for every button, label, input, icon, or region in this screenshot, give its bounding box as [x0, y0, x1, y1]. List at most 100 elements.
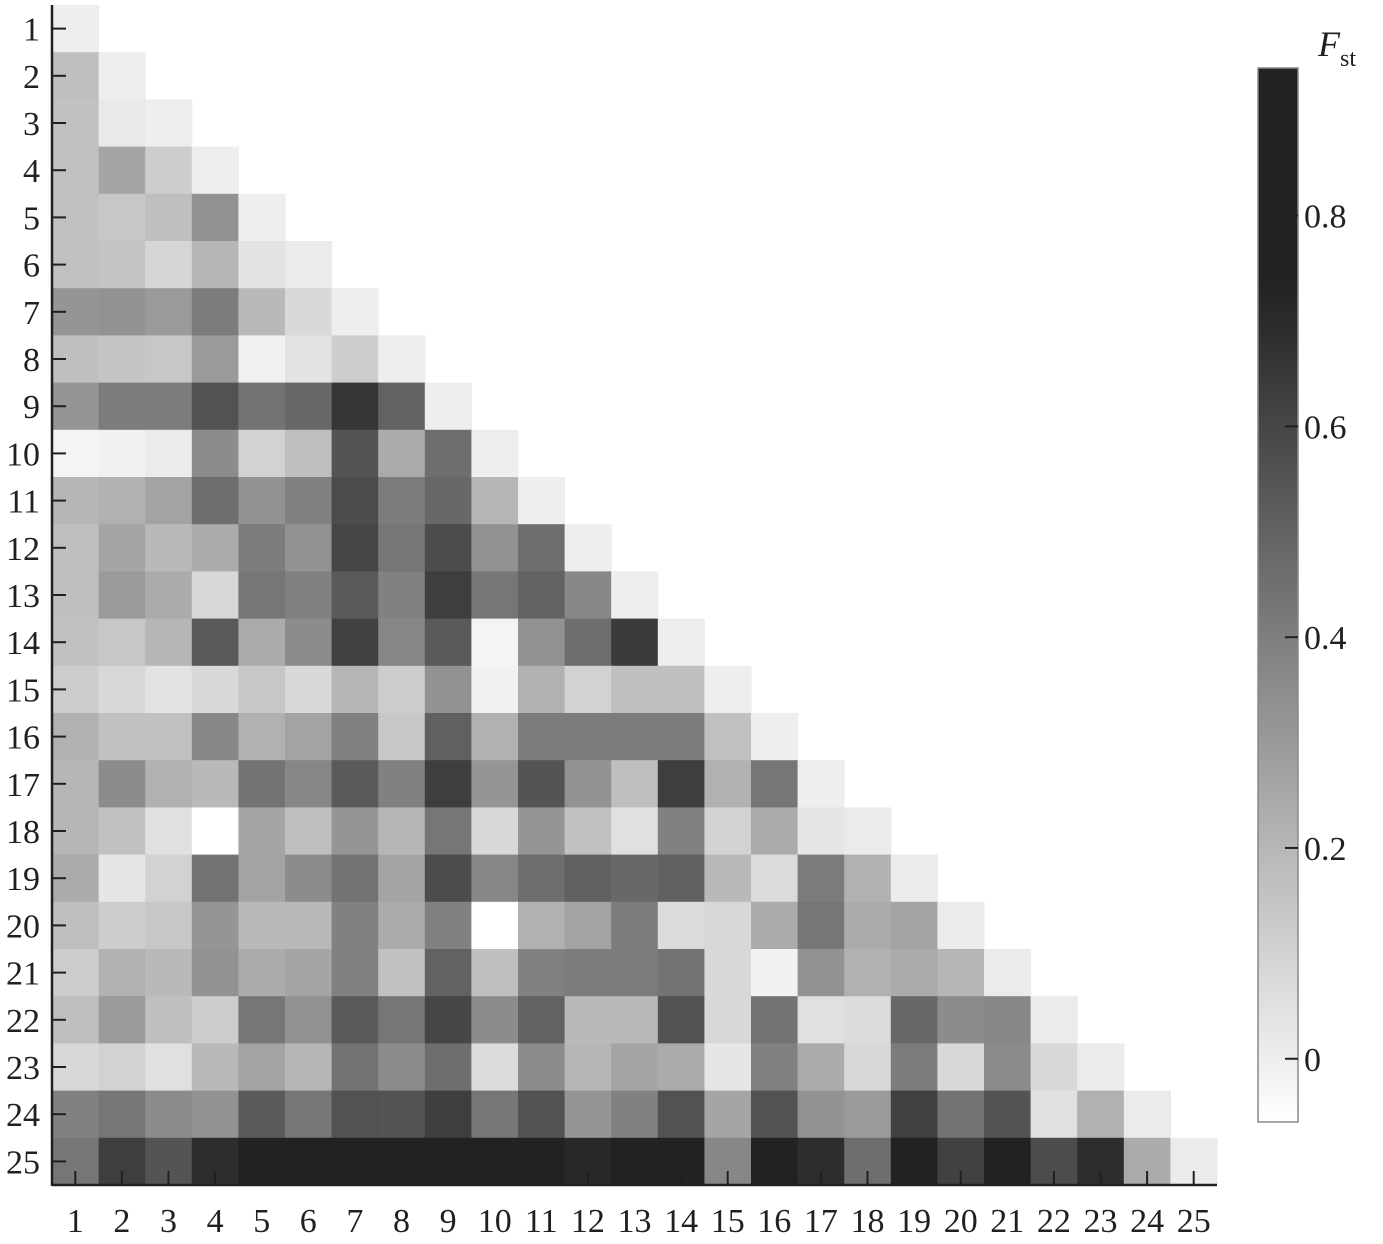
x-tick-label: 16: [757, 1203, 791, 1240]
heatmap-cell-13-4: [191, 571, 239, 620]
y-tick-label: 15: [6, 672, 40, 709]
x-tick-label: 20: [944, 1203, 978, 1240]
y-tick-label: 14: [6, 625, 40, 662]
heatmap-cell-8-5: [238, 335, 286, 384]
heatmap-cell-21-8: [378, 949, 426, 997]
heatmap-cell-24-15: [704, 1090, 752, 1139]
colorbar-tick-label: 0.6: [1304, 409, 1347, 446]
colorbar-label-sub: st: [1340, 46, 1356, 72]
heatmap-cell-10-10: [471, 429, 519, 478]
heatmap-cell-23-14: [657, 1043, 705, 1092]
heatmap-cell-23-17: [797, 1043, 845, 1092]
heatmap-cell-8-2: [98, 335, 146, 384]
heatmap-cell-22-11: [518, 996, 566, 1044]
colorbar-tick-label: 0: [1304, 1042, 1321, 1079]
heatmap-cell-19-2: [98, 854, 146, 903]
heatmap-cell-20-17: [797, 901, 845, 950]
heatmap-cell-8-6: [285, 335, 333, 384]
heatmap-cell-17-10: [471, 760, 519, 808]
heatmap-cell-9-5: [238, 382, 286, 431]
heatmap-cell-18-3: [145, 807, 193, 856]
heatmap-cell-24-12: [564, 1090, 612, 1139]
heatmap-cell-17-9: [424, 760, 472, 808]
heatmap-cell-21-17: [797, 949, 845, 997]
y-tick-label: 16: [6, 720, 40, 757]
x-tick-label: 24: [1130, 1203, 1164, 1240]
heatmap-cell-12-9: [424, 524, 472, 572]
heatmap-cell-23-21: [984, 1043, 1032, 1092]
y-tick-label: 9: [23, 389, 40, 426]
heatmap-cell-14-9: [424, 618, 472, 667]
heatmap-cell-3-3: [145, 99, 193, 148]
heatmap-cell-10-2: [98, 429, 146, 478]
heatmap-cell-20-2: [98, 901, 146, 950]
heatmap-cell-15-12: [564, 665, 612, 714]
heatmap-cell-12-12: [564, 524, 612, 572]
heatmap-cell-9-2: [98, 382, 146, 431]
heatmap-cell-16-8: [378, 713, 426, 761]
heatmap-cell-10-7: [331, 429, 379, 478]
x-tick-label: 23: [1084, 1203, 1118, 1240]
heatmap-cell-20-19: [890, 901, 938, 950]
heatmap-cell-7-4: [191, 288, 239, 336]
colorbar-label-main: F: [1317, 24, 1341, 64]
heatmap-cell-14-14: [657, 618, 705, 667]
y-tick-label: 11: [7, 484, 40, 521]
heatmap-cell-15-8: [378, 665, 426, 714]
heatmap-cell-14-13: [611, 618, 659, 667]
colorbar: 0 0.2 0.4 0.6 0.8 Fst: [1257, 24, 1356, 1123]
heatmap-cell-13-5: [238, 571, 286, 620]
heatmap-cell-7-5: [238, 288, 286, 336]
x-tick-label: 13: [618, 1203, 652, 1240]
heatmap-cell-14-8: [378, 618, 426, 667]
heatmap-cell-20-6: [285, 901, 333, 950]
heatmap-cell-12-2: [98, 524, 146, 572]
x-tick-label: 12: [571, 1203, 605, 1240]
x-tick-label: 11: [525, 1203, 558, 1240]
heatmap-cell-4-4: [191, 146, 239, 195]
heatmap-cell-20-10: [471, 901, 519, 950]
heatmap-cell-15-3: [145, 665, 193, 714]
y-tick-label: 23: [6, 1050, 40, 1087]
heatmap-cell-19-16: [751, 854, 799, 903]
heatmap-cell-21-3: [145, 949, 193, 997]
heatmap-cell-17-3: [145, 760, 193, 808]
heatmap-cell-6-3: [145, 241, 193, 289]
heatmap-cell-18-8: [378, 807, 426, 856]
heatmap-cell-13-13: [611, 571, 659, 620]
x-tick-label: 4: [207, 1203, 224, 1240]
heatmap-cell-24-9: [424, 1090, 472, 1139]
heatmap-cell-11-7: [331, 477, 379, 525]
heatmap-cell-23-11: [518, 1043, 566, 1092]
heatmap-cell-16-13: [611, 713, 659, 761]
colorbar-ticks: 0 0.2 0.4 0.6 0.8: [1285, 199, 1347, 1079]
heatmap-cell-16-4: [191, 713, 239, 761]
heatmap-cell-19-18: [844, 854, 892, 903]
heatmap-cell-3-2: [98, 99, 146, 148]
heatmap-cell-5-4: [191, 193, 239, 242]
heatmap-cell-18-9: [424, 807, 472, 856]
heatmap-cell-11-8: [378, 477, 426, 525]
heatmap-cell-12-7: [331, 524, 379, 572]
colorbar-tick-label: 0.4: [1304, 620, 1347, 657]
heatmap-cell-22-13: [611, 996, 659, 1044]
heatmap-cell-16-5: [238, 713, 286, 761]
x-tick-label: 25: [1177, 1203, 1211, 1240]
heatmap-cell-18-16: [751, 807, 799, 856]
heatmap-cell-24-13: [611, 1090, 659, 1139]
heatmap-cell-6-4: [191, 241, 239, 289]
y-tick-label: 2: [23, 59, 40, 96]
heatmap-cell-16-12: [564, 713, 612, 761]
heatmap-cell-11-2: [98, 477, 146, 525]
heatmap-cell-14-2: [98, 618, 146, 667]
heatmap-cell-19-10: [471, 854, 519, 903]
heatmap-cell-20-13: [611, 901, 659, 950]
heatmap-cell-15-7: [331, 665, 379, 714]
heatmap-cell-18-14: [657, 807, 705, 856]
heatmap-cell-21-7: [331, 949, 379, 997]
heatmap-cell-19-4: [191, 854, 239, 903]
heatmap-cell-15-13: [611, 665, 659, 714]
y-tick-label: 10: [6, 436, 40, 473]
heatmap-cell-17-6: [285, 760, 333, 808]
